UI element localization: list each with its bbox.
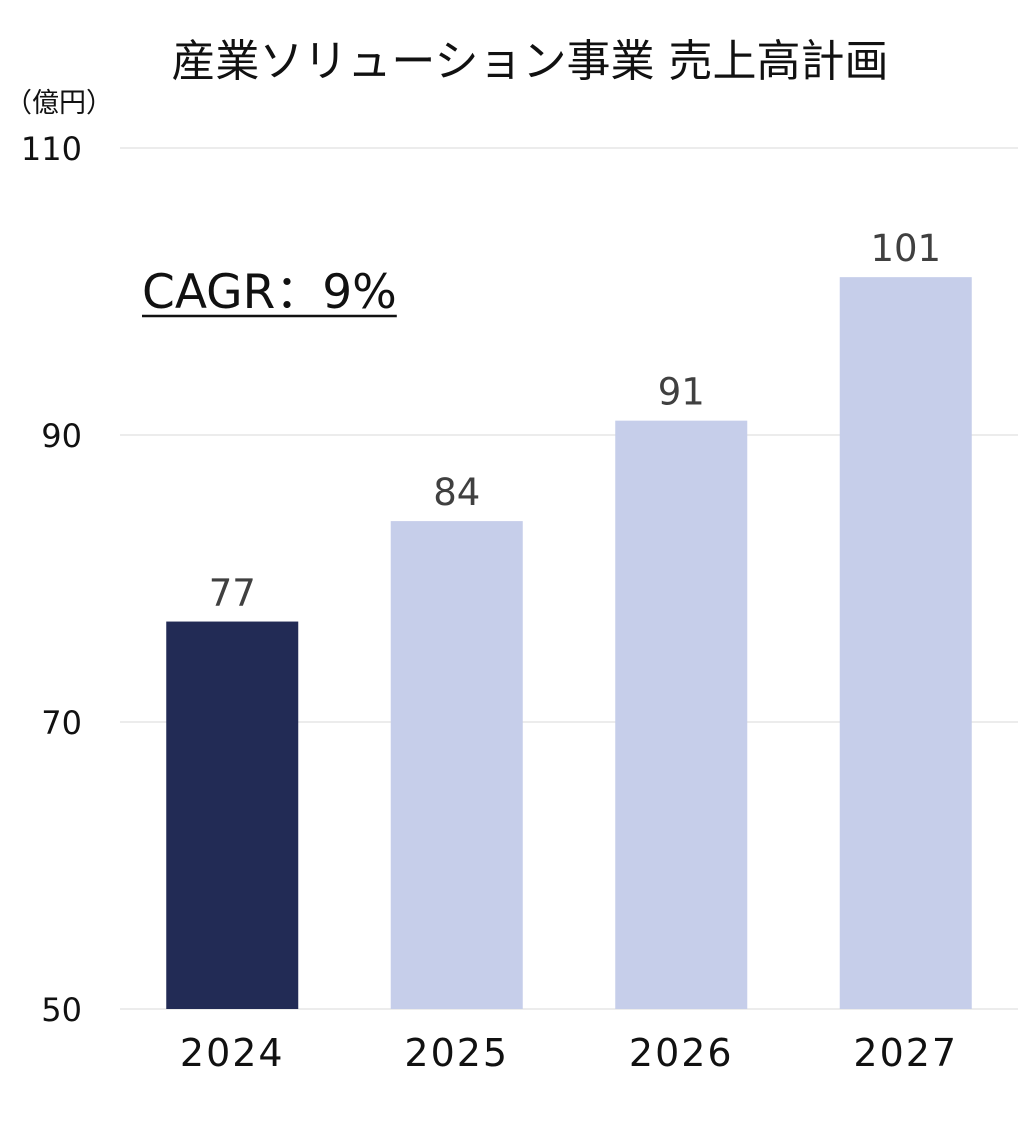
y-unit-label: （億円） <box>5 88 113 119</box>
bar <box>390 521 523 1009</box>
y-axis-ticks: 50 70 90 110 <box>21 130 82 1029</box>
y-tick-label: 70 <box>41 704 82 742</box>
x-tick-label: 2026 <box>629 1031 734 1075</box>
x-tick-label: 2027 <box>853 1031 958 1075</box>
cagr-annotation: CAGR：9% <box>142 265 397 320</box>
chart-title: 産業ソリューション事業 売上高計画 <box>171 36 888 87</box>
cagr-label: CAGR：9% <box>142 265 397 320</box>
y-tick-label: 110 <box>21 130 82 168</box>
data-label: 91 <box>658 371 705 414</box>
x-tick-label: 2024 <box>180 1031 285 1075</box>
y-tick-label: 50 <box>41 991 82 1029</box>
bar <box>166 621 299 1009</box>
x-axis-ticks: 2024 2025 2026 2027 <box>180 1031 958 1075</box>
data-label: 101 <box>870 227 941 270</box>
bar <box>839 277 972 1009</box>
bar <box>615 420 748 1009</box>
data-label: 77 <box>209 572 256 615</box>
y-tick-label: 90 <box>41 417 82 455</box>
data-labels: 77 84 91 101 <box>209 227 941 614</box>
x-tick-label: 2025 <box>404 1031 509 1075</box>
bars <box>166 277 972 1009</box>
data-label: 84 <box>433 471 480 514</box>
